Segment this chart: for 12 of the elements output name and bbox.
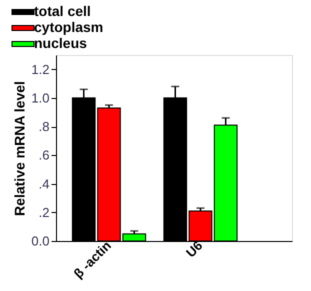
legend-label: total cell [34, 3, 91, 19]
y-tick-label: 1.2 [31, 62, 50, 77]
y-axis-title: Relative mRNA level [11, 81, 28, 216]
legend-label: cytoplasm [34, 19, 104, 35]
y-tick-label: .6 [38, 148, 50, 163]
x-tick-label: U6 [183, 238, 206, 260]
y-tick-label: .4 [38, 176, 50, 192]
y-tick-label: 1.0 [31, 90, 50, 106]
y-tick-label: .2 [38, 204, 50, 220]
y-tick-label: 0.0 [31, 234, 50, 248]
legend-label: nucleus [34, 35, 88, 51]
y-tick-label: .8 [38, 119, 50, 134]
